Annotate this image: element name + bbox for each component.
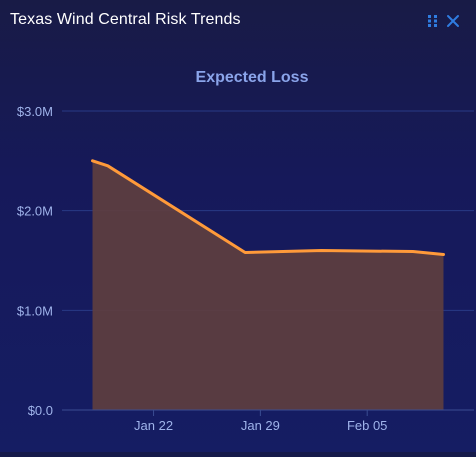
y-tick-label: $3.0M	[17, 104, 53, 119]
series-line[interactable]	[91, 159, 445, 257]
y-tick-label: $1.0M	[17, 303, 53, 318]
x-tick-label: Feb 05	[347, 418, 387, 433]
chart-title: Expected Loss	[196, 69, 309, 86]
close-icon[interactable]	[445, 13, 461, 29]
x-tick-label: Jan 29	[241, 418, 280, 433]
series-fill	[92, 160, 444, 410]
chart-area: Expected Loss $0.0 $1.0M $2.0M $3.0M Jan 22…	[0, 40, 476, 452]
y-tick-label: $0.0	[28, 403, 53, 418]
drag-handle-icon[interactable]	[425, 13, 441, 29]
x-tick-label: Jan 22	[134, 418, 173, 433]
y-tick-label: $2.0M	[17, 204, 53, 219]
series-area	[91, 159, 445, 410]
expected-loss-chart: Expected Loss $0.0 $1.0M $2.0M $3.0M Jan 22…	[17, 69, 474, 433]
panel-header: Texas Wind Central Risk Trends	[0, 0, 476, 40]
y-axis: $0.0 $1.0M $2.0M $3.0M	[17, 104, 53, 418]
panel-title: Texas Wind Central Risk Trends	[10, 11, 241, 28]
x-axis: Jan 22 Jan 29 Feb 05	[62, 409, 474, 433]
